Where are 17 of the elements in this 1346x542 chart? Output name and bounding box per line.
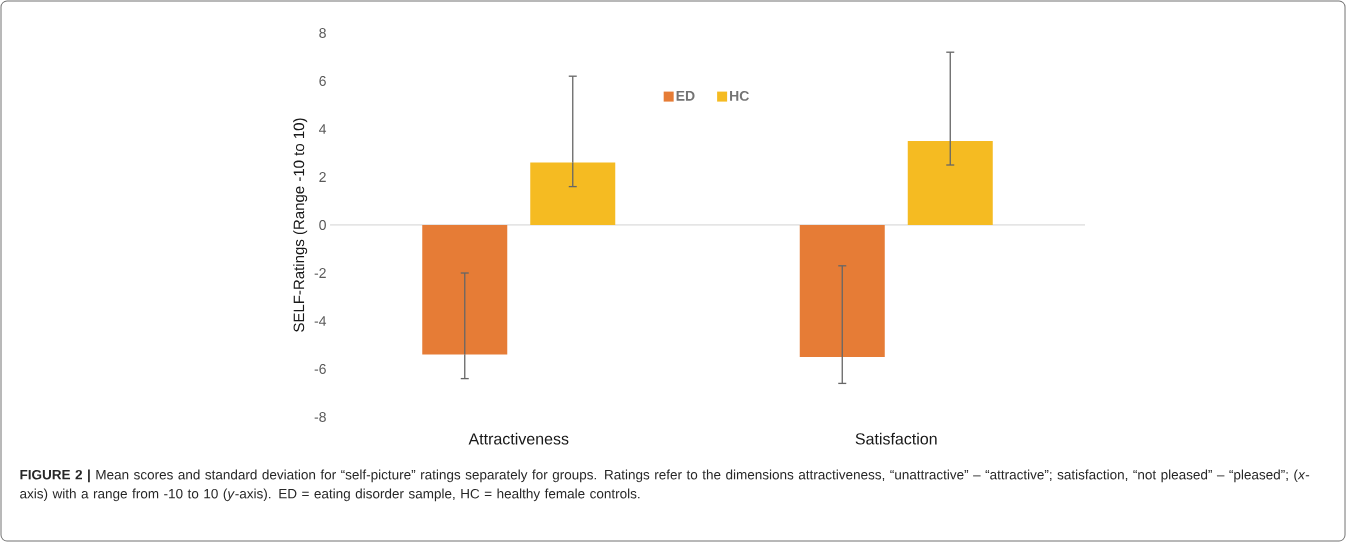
y-tick-label: -6 [314,364,326,374]
y-tick-label: 8 [319,28,326,38]
y-tick-label: 6 [319,76,326,86]
y-tick-label: 4 [319,124,327,134]
y-tick-label: 0 [319,220,326,230]
x-tick-label: Satisfaction [855,432,937,445]
bar [907,141,993,225]
legend-label: ED [676,91,695,101]
y-tick-label: 2 [319,172,326,182]
y-tick-label: -8 [314,412,326,422]
legend-label: HC [730,90,749,101]
text: FIGURE 2 | Mean scores and standard deviation for “self-picture” ratings separately for groups. Ratings refer to the dimensions attractiveness, “unattractive” – “attractive”; satisfaction, “not pleased” – “pleased”; (x-axis) with a range from -10 to 10 (y-axis). ED = eating disorder sample, HC = healthy female controls. [20,469,1310,502]
bar [530,162,616,225]
x-tick-label: Attractiveness [468,432,569,445]
y-tick-label: -2 [314,268,326,278]
y-tick-label: -4 [314,316,327,326]
y-axis-title: SELF-Ratings (Range -10 to 10) [293,118,308,332]
